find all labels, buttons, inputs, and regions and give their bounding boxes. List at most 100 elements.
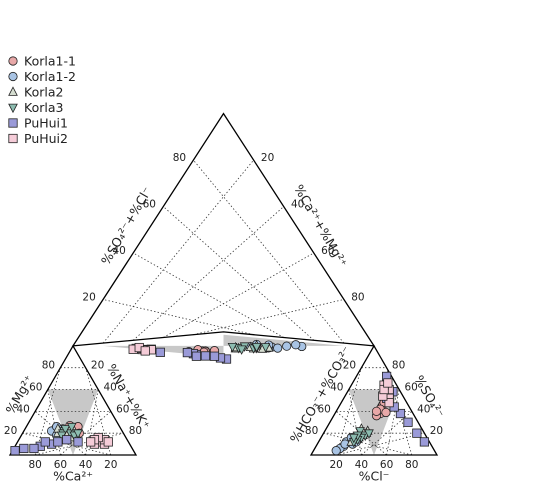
anion-grid: [336, 432, 425, 456]
cation-triangle: [8, 344, 138, 456]
point-cation: [29, 443, 39, 454]
point-diamond: [251, 342, 262, 353]
axis-label-diamond-left: %SO₄²⁻+%Cl⁻: [98, 184, 155, 267]
point-anion: [383, 378, 393, 388]
point-cation: [53, 437, 63, 447]
legend-entry: Korla2: [24, 85, 63, 100]
axis-label-anion-left: %HCO₃⁻+%CO₃²⁻: [287, 343, 354, 445]
point-diamond: [200, 351, 211, 361]
point-anion: [371, 406, 382, 416]
legend-marker: [8, 71, 18, 82]
legend-entry: Korla3: [24, 100, 63, 115]
legend-marker: [8, 133, 18, 144]
tick-label: 80: [129, 425, 142, 437]
point-anion: [419, 437, 430, 447]
point-cation: [73, 429, 83, 439]
series-Korla3: [56, 342, 374, 448]
axis-label-cation-bottom: %Ca²⁺: [53, 469, 93, 484]
tick-label: 20: [104, 459, 117, 471]
cation-grid: [60, 411, 112, 456]
legend-marker: [8, 86, 18, 96]
tick-label: 80: [42, 360, 55, 372]
point-diamond: [282, 341, 292, 351]
tick-label: 20: [261, 152, 274, 164]
tick-label: 40: [355, 459, 368, 471]
tick-label: 60: [116, 403, 129, 415]
tick-label: 40: [113, 245, 126, 257]
point-diamond: [227, 342, 238, 353]
point-anion: [395, 408, 406, 419]
tick-label: 60: [380, 459, 393, 471]
point-anion: [384, 398, 394, 408]
point-cation: [19, 443, 29, 454]
cation-grid: [34, 367, 61, 456]
diamond-grid: [163, 206, 315, 341]
anion-grid: [323, 432, 412, 456]
point-diamond: [273, 343, 283, 353]
point-diamond: [260, 343, 271, 353]
point-anion: [403, 417, 413, 427]
tick-label: 20: [91, 360, 104, 372]
tick-label: 40: [104, 382, 117, 394]
tick-label: 20: [82, 291, 95, 303]
diagram-frames: [8, 112, 439, 456]
legend-entry: Korla1-1: [24, 54, 76, 69]
axis-label-anion-bottom: %Cl⁻: [359, 469, 390, 484]
tick-label: 60: [29, 382, 42, 394]
tick-label: 60: [321, 245, 334, 257]
diamond-grid: [103, 299, 254, 336]
tick-label: 80: [305, 425, 318, 437]
tick-label: 20: [430, 425, 443, 437]
tick-label: 20: [343, 360, 356, 372]
tick-label: 80: [392, 360, 405, 372]
point-cation: [40, 437, 50, 447]
point-cation: [103, 437, 113, 447]
tick-label: 20: [4, 425, 17, 437]
cation-grid: [22, 432, 111, 456]
tick-labels: 2020202020202020404040404040404060606060…: [4, 152, 443, 471]
point-diamond: [155, 347, 165, 357]
point-diamond: [191, 351, 202, 361]
point-cation: [10, 446, 20, 456]
tick-label: 20: [330, 459, 343, 471]
point-anion: [331, 446, 341, 456]
legend-entry: PuHui2: [24, 131, 68, 146]
tick-label: 60: [54, 459, 67, 471]
diamond-grid: [132, 206, 284, 341]
series-PuHui2: [86, 342, 394, 449]
point-diamond: [182, 348, 192, 358]
axis-label-cation-right: %Na⁺+%K⁺: [104, 361, 153, 431]
legend-entry: PuHui1: [24, 116, 68, 131]
point-cation: [73, 437, 83, 447]
point-anion: [348, 433, 359, 444]
tick-label: 40: [417, 403, 430, 415]
tick-label: 40: [17, 403, 30, 415]
legend-marker: [8, 103, 18, 114]
point-anion: [364, 429, 374, 439]
anion-grid: [335, 367, 362, 456]
diamond: [71, 112, 376, 347]
point-diamond: [236, 345, 247, 355]
point-diamond: [291, 340, 301, 350]
legend-entry: Korla1-2: [24, 69, 76, 84]
point-cation: [62, 435, 72, 445]
tick-label: 40: [291, 199, 304, 211]
tick-label: 80: [173, 152, 186, 164]
point-cation: [60, 425, 71, 435]
tick-label: 80: [351, 291, 364, 303]
tick-label: 80: [29, 459, 42, 471]
diamond-grid: [163, 252, 314, 338]
point-cation: [86, 437, 96, 447]
legend-marker: [8, 118, 18, 128]
anion-grid: [386, 389, 400, 456]
tick-label: 40: [330, 382, 343, 394]
anion-triangle: [309, 344, 439, 456]
legend-marker: [8, 56, 18, 66]
tick-label: 40: [79, 459, 92, 471]
data-points: [10, 339, 430, 456]
diamond-grid: [133, 252, 284, 338]
point-diamond: [209, 351, 220, 361]
point-anion: [381, 407, 391, 418]
